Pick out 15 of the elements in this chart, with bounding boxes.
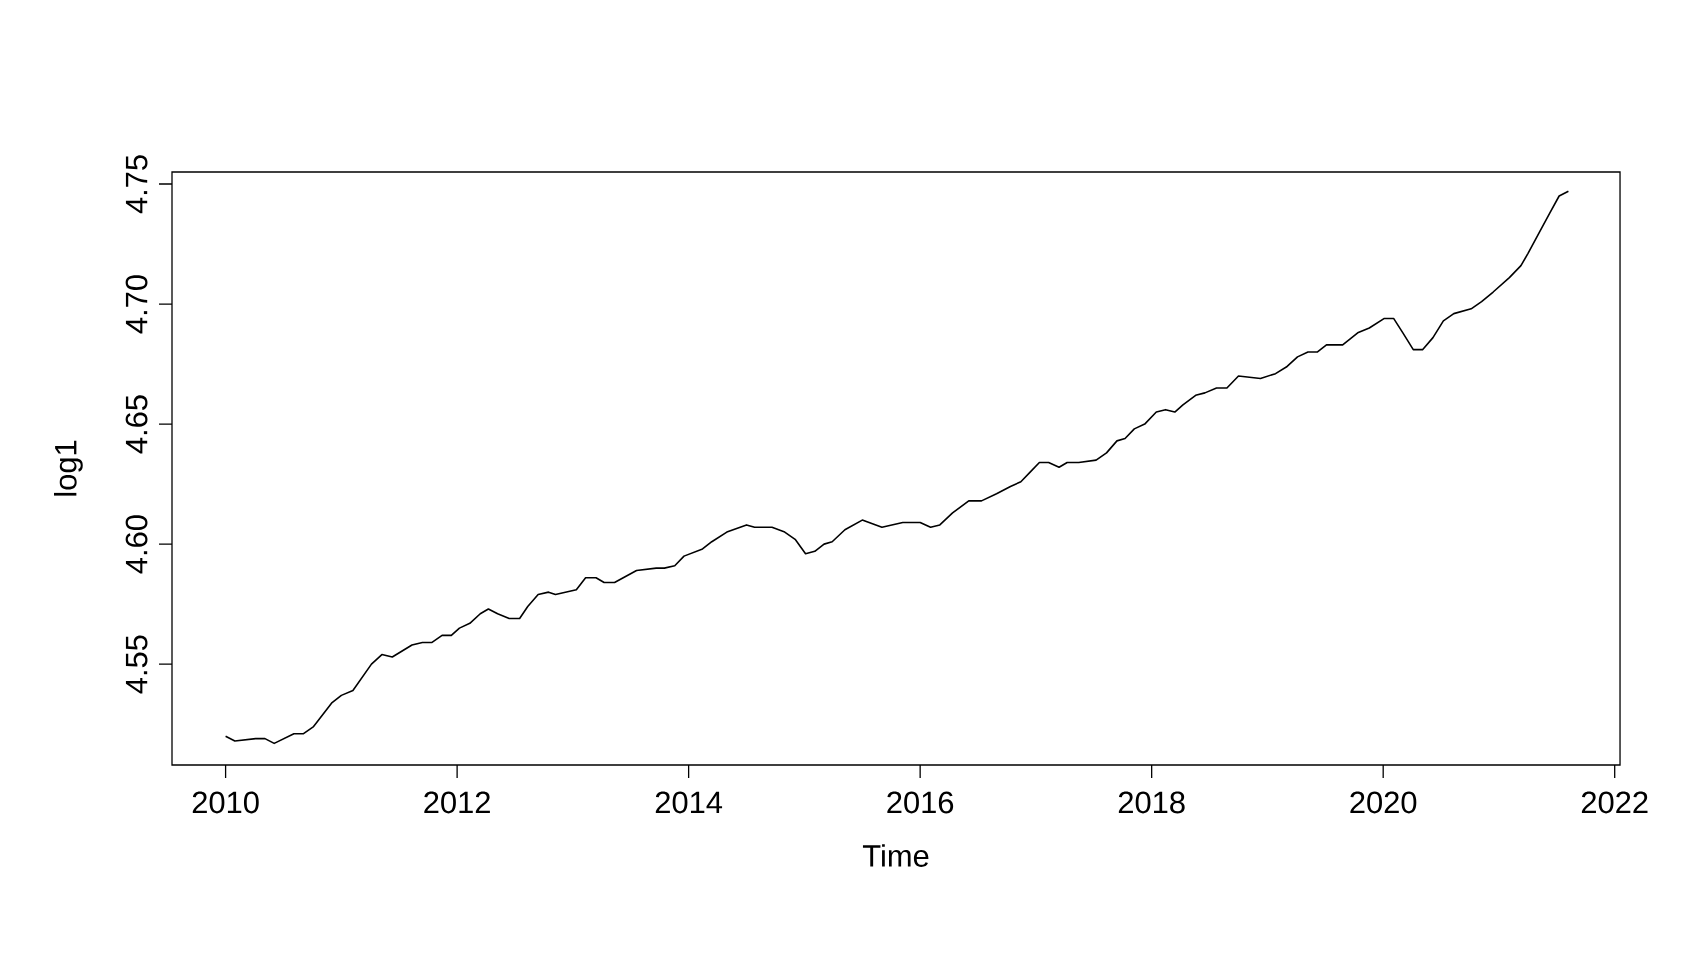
y-tick-label: 4.55 [125, 635, 148, 694]
x-tick-label: 2010 [192, 791, 259, 814]
y-tick-label: 4.60 [125, 515, 148, 574]
y-tick-label: 4.70 [125, 275, 148, 334]
x-tick-label: 2014 [655, 791, 723, 814]
y-tick-label: 4.65 [125, 395, 148, 454]
y-axis-title: log1 [53, 440, 83, 496]
line-series [224, 190, 1570, 745]
x-axis-title: Time [862, 844, 929, 867]
x-tick-label: 2012 [424, 791, 490, 814]
x-tick-label: 2020 [1350, 791, 1417, 814]
x-tick-label: 2016 [887, 791, 954, 814]
x-tick-label: 2018 [1118, 791, 1185, 814]
y-tick-label: 4.75 [125, 155, 148, 214]
x-tick-label: 2022 [1581, 791, 1648, 814]
